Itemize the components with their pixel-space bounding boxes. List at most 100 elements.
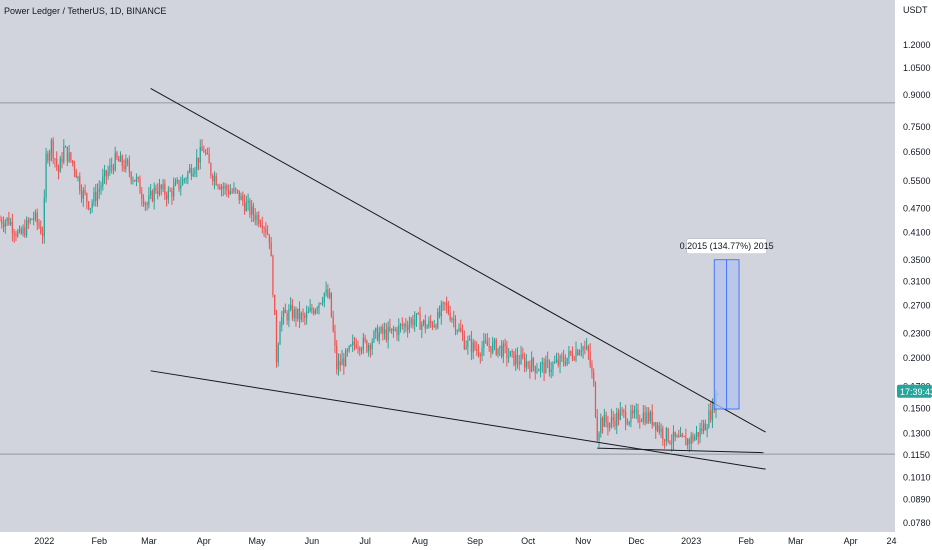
price-axis[interactable]: 1.2000 1.0500 0.9000 0.7500 0.6500 0.5500 0.47… bbox=[895, 0, 932, 550]
candle[interactable] bbox=[123, 159, 125, 172]
candle[interactable] bbox=[47, 150, 49, 164]
candle[interactable] bbox=[288, 304, 290, 328]
candle[interactable] bbox=[366, 339, 368, 353]
candle[interactable] bbox=[107, 165, 109, 180]
candle[interactable] bbox=[79, 172, 81, 195]
candle[interactable] bbox=[139, 175, 141, 194]
candle[interactable] bbox=[57, 164, 60, 180]
candle[interactable] bbox=[522, 347, 524, 360]
candle[interactable] bbox=[206, 147, 208, 155]
candle[interactable] bbox=[41, 226, 44, 244]
candle[interactable] bbox=[490, 346, 492, 358]
candle[interactable] bbox=[534, 365, 536, 380]
candle[interactable] bbox=[474, 340, 476, 352]
candle[interactable] bbox=[125, 154, 127, 173]
candle[interactable] bbox=[516, 347, 519, 369]
candle[interactable] bbox=[160, 183, 162, 196]
candle[interactable] bbox=[43, 189, 45, 244]
candle[interactable] bbox=[483, 332, 485, 356]
candle[interactable] bbox=[477, 344, 480, 358]
candle[interactable] bbox=[605, 411, 607, 428]
candle[interactable] bbox=[194, 166, 196, 178]
candle[interactable] bbox=[506, 340, 508, 367]
candle[interactable] bbox=[541, 357, 543, 373]
trendline-1[interactable] bbox=[150, 370, 766, 470]
candle[interactable] bbox=[649, 410, 652, 424]
candle[interactable] bbox=[437, 307, 439, 330]
candle[interactable] bbox=[25, 216, 28, 238]
candle[interactable] bbox=[617, 408, 620, 426]
candle[interactable] bbox=[548, 359, 551, 377]
candle[interactable] bbox=[570, 350, 572, 357]
candle[interactable] bbox=[531, 351, 533, 373]
candle[interactable] bbox=[229, 184, 232, 195]
candle[interactable] bbox=[80, 184, 83, 203]
candle[interactable] bbox=[701, 419, 703, 435]
candle[interactable] bbox=[398, 318, 400, 342]
candle[interactable] bbox=[430, 314, 432, 328]
candle[interactable] bbox=[578, 349, 581, 356]
candle[interactable] bbox=[456, 329, 458, 335]
candle[interactable] bbox=[628, 420, 630, 427]
candle[interactable] bbox=[334, 324, 336, 354]
candle[interactable] bbox=[189, 164, 191, 174]
candle[interactable] bbox=[580, 342, 582, 357]
candle[interactable] bbox=[259, 219, 262, 228]
candle[interactable] bbox=[690, 431, 692, 451]
candle[interactable] bbox=[508, 348, 510, 363]
candle[interactable] bbox=[146, 201, 148, 211]
candle[interactable] bbox=[137, 176, 139, 183]
candle[interactable] bbox=[236, 189, 239, 194]
candle[interactable] bbox=[316, 305, 318, 314]
candle[interactable] bbox=[444, 301, 446, 311]
candle[interactable] bbox=[493, 337, 496, 351]
candle[interactable] bbox=[373, 329, 375, 344]
candle[interactable] bbox=[502, 340, 504, 364]
candle[interactable] bbox=[385, 323, 387, 343]
candle[interactable] bbox=[208, 147, 210, 164]
candle[interactable] bbox=[391, 328, 393, 334]
candle[interactable] bbox=[219, 183, 221, 191]
candle[interactable] bbox=[54, 158, 56, 168]
candle[interactable] bbox=[6, 217, 8, 226]
candle[interactable] bbox=[27, 217, 29, 230]
candle[interactable] bbox=[518, 355, 520, 371]
candle[interactable] bbox=[407, 320, 409, 338]
candle[interactable] bbox=[141, 187, 143, 207]
candle[interactable] bbox=[672, 425, 675, 451]
candle[interactable] bbox=[646, 407, 648, 425]
candle[interactable] bbox=[362, 332, 364, 354]
candle[interactable] bbox=[685, 428, 687, 446]
candle[interactable] bbox=[545, 355, 547, 374]
candle[interactable] bbox=[667, 427, 669, 444]
candle[interactable] bbox=[187, 170, 189, 185]
candle[interactable] bbox=[392, 325, 395, 338]
candle[interactable] bbox=[258, 211, 260, 228]
candle[interactable] bbox=[249, 197, 251, 218]
candle[interactable] bbox=[178, 179, 180, 192]
candle[interactable] bbox=[653, 422, 655, 427]
candle[interactable] bbox=[564, 354, 566, 367]
candle[interactable] bbox=[438, 305, 441, 319]
candle[interactable] bbox=[196, 149, 198, 178]
candle[interactable] bbox=[440, 300, 442, 325]
candle[interactable] bbox=[327, 284, 329, 299]
candle[interactable] bbox=[114, 146, 116, 172]
candle[interactable] bbox=[29, 217, 31, 225]
candle[interactable] bbox=[369, 343, 372, 358]
candle[interactable] bbox=[382, 323, 384, 341]
candle[interactable] bbox=[167, 185, 169, 204]
candle[interactable] bbox=[419, 306, 421, 330]
candle[interactable] bbox=[171, 187, 173, 205]
candle[interactable] bbox=[348, 345, 350, 353]
candle[interactable] bbox=[286, 310, 288, 325]
candle[interactable] bbox=[233, 182, 235, 194]
candle[interactable] bbox=[64, 145, 67, 148]
candle[interactable] bbox=[352, 334, 354, 353]
candle[interactable] bbox=[525, 354, 527, 372]
candle[interactable] bbox=[600, 413, 602, 438]
candle[interactable] bbox=[607, 416, 609, 436]
candle[interactable] bbox=[484, 333, 487, 344]
candle[interactable] bbox=[337, 353, 340, 376]
candle[interactable] bbox=[655, 421, 657, 439]
